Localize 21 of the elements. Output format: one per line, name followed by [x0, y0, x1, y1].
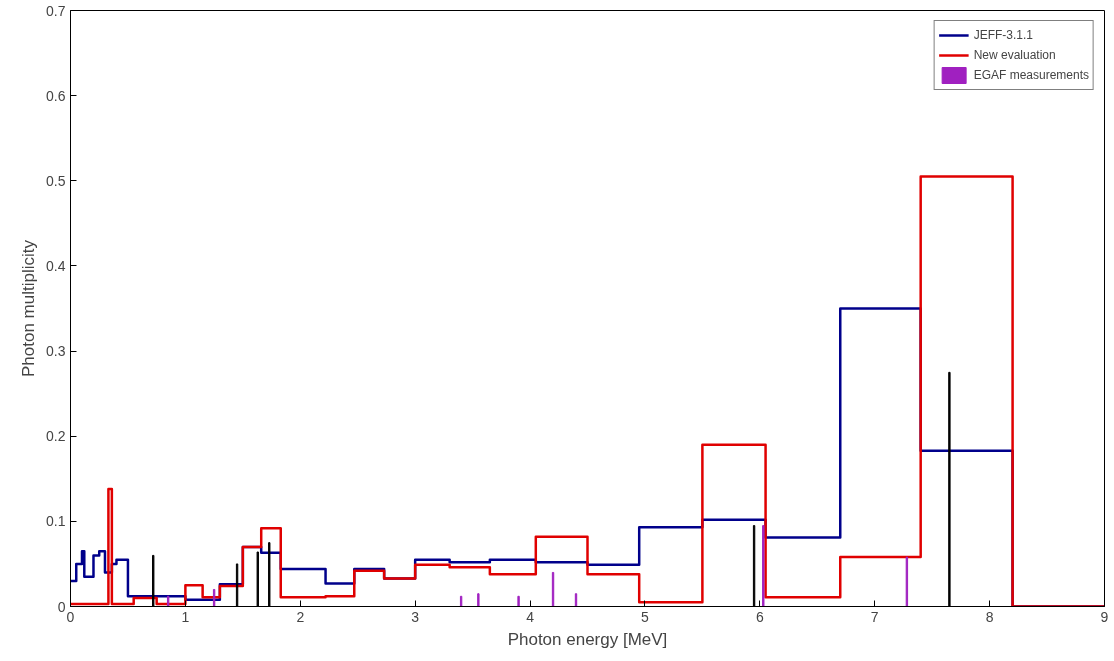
y-tick-label: 0.4: [46, 257, 66, 274]
x-tick-label: 8: [985, 608, 994, 625]
y-axis-title: Photon multiplicity: [19, 239, 39, 377]
x-axis-title: Photon energy [MeV]: [507, 629, 668, 649]
x-tick-label: 1: [181, 608, 190, 625]
y-tick-label: 0.3: [46, 343, 66, 360]
y-tick-label: 0.1: [46, 513, 66, 530]
x-tick-label: 9: [1100, 608, 1109, 625]
legend-label: JEFF-3.1.1: [973, 28, 1033, 42]
y-tick-label: 0.6: [46, 87, 66, 104]
x-tick-label: 2: [296, 608, 305, 625]
y-tick-label: 0.7: [46, 2, 66, 19]
y-tick-label: 0.2: [46, 428, 66, 445]
legend-label: EGAF measurements: [973, 68, 1089, 82]
x-tick-label: 6: [755, 608, 764, 625]
x-tick-label: 5: [641, 608, 650, 625]
x-tick-label: 4: [526, 608, 535, 625]
x-tick-label: 7: [870, 608, 879, 625]
x-tick-label: 3: [411, 608, 420, 625]
y-tick-label: 0.5: [46, 172, 66, 189]
legend-label: New evaluation: [973, 48, 1056, 62]
